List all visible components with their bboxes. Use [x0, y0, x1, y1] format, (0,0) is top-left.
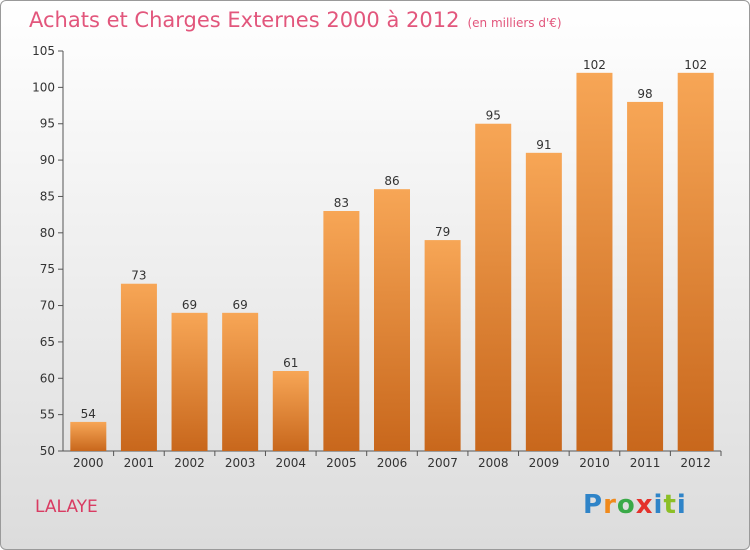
data-label-2007: 79: [435, 225, 450, 239]
bar-2001: [120, 283, 157, 451]
data-label-2010: 102: [583, 58, 606, 72]
data-label-2001: 73: [131, 269, 146, 283]
bar-2011: [627, 101, 664, 451]
logo-letter: x: [635, 490, 654, 520]
data-label-2009: 91: [536, 138, 551, 152]
chart-title: Achats et Charges Externes 2000 à 2012 (e…: [29, 8, 562, 32]
x-tick-label-2008: 2008: [478, 456, 509, 470]
y-tick-label: 85: [40, 189, 55, 203]
x-tick-label-2011: 2011: [630, 456, 661, 470]
x-tick-label-2000: 2000: [73, 456, 104, 470]
data-label-2005: 83: [334, 196, 349, 210]
y-tick-label: 80: [40, 226, 55, 240]
y-tick-label: 90: [40, 153, 55, 167]
bar-2008: [475, 123, 512, 452]
chart-title-text: Achats et Charges Externes 2000 à 2012: [29, 8, 460, 32]
data-label-2008: 95: [486, 109, 501, 123]
logo-letter: o: [616, 490, 636, 520]
bar-2006: [374, 189, 410, 451]
data-labels: 54 73 69 69 61 83 86 79 95 91 102 98 102: [81, 58, 707, 421]
bar-2012: [677, 72, 714, 452]
x-tick-label-2007: 2007: [427, 456, 458, 470]
data-label-2004: 61: [283, 356, 298, 370]
x-tick-label-2004: 2004: [275, 456, 306, 470]
proxiti-logo[interactable]: Proxiti: [583, 490, 687, 520]
data-label-2012: 102: [684, 58, 707, 72]
y-tick-label: 60: [40, 371, 55, 385]
y-tick-label: 55: [40, 408, 55, 422]
logo-letter: t: [663, 490, 677, 520]
y-tick-label: 70: [40, 299, 55, 313]
x-tick-label-2009: 2009: [529, 456, 560, 470]
bar-2007: [424, 240, 461, 451]
logo-letter: r: [603, 490, 617, 520]
data-label-2002: 69: [182, 298, 197, 312]
x-tick-label-2001: 2001: [124, 456, 155, 470]
bars: [70, 72, 714, 452]
y-tick-label: 105: [32, 44, 55, 58]
x-tick-label-2010: 2010: [579, 456, 610, 470]
logo-letter: i: [653, 490, 664, 520]
x-tick-label-2006: 2006: [377, 456, 408, 470]
data-label-2000: 54: [81, 407, 96, 421]
x-tick-label-2005: 2005: [326, 456, 357, 470]
data-label-2011: 98: [637, 87, 652, 101]
axes: 50 55 60 65 70 75 80 85 90 95 100 105 2000 2001 2002 20…: [32, 44, 722, 470]
bar-2000: [70, 421, 107, 451]
commune-name: LALAYE: [35, 497, 98, 517]
bar-2009: [525, 152, 562, 451]
bar-2010: [576, 72, 613, 452]
bar-2002: [171, 312, 208, 451]
x-tick-label-2012: 2012: [680, 456, 711, 470]
y-tick-label: 75: [40, 262, 55, 276]
y-tick-label: 50: [40, 444, 55, 458]
bar-2005: [323, 211, 360, 451]
x-tick-label-2003: 2003: [225, 456, 256, 470]
logo-letter: i: [676, 490, 687, 520]
chart-subtitle: (en milliers d'€): [467, 16, 562, 30]
bar-2003: [222, 312, 259, 451]
data-label-2006: 86: [384, 174, 399, 188]
bar-2004: [272, 371, 309, 451]
logo-letter: P: [583, 490, 604, 520]
y-tick-label: 100: [32, 80, 55, 94]
data-label-2003: 69: [233, 298, 248, 312]
y-tick-label: 95: [40, 117, 55, 131]
y-tick-label: 65: [40, 335, 55, 349]
x-tick-label-2002: 2002: [174, 456, 205, 470]
